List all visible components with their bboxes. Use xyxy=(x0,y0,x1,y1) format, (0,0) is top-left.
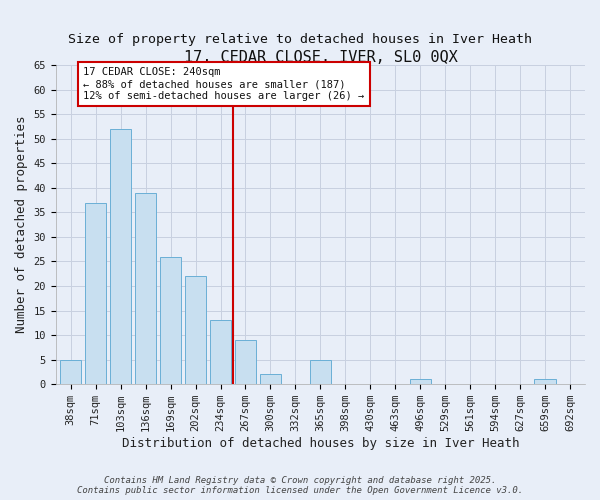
Bar xyxy=(235,340,256,384)
Text: 17 CEDAR CLOSE: 240sqm
← 88% of detached houses are smaller (187)
12% of semi-de: 17 CEDAR CLOSE: 240sqm ← 88% of detached… xyxy=(83,68,364,100)
Bar xyxy=(160,256,181,384)
Bar xyxy=(535,380,556,384)
Bar xyxy=(260,374,281,384)
Bar xyxy=(210,320,231,384)
Bar xyxy=(135,192,156,384)
Bar xyxy=(410,380,431,384)
Bar xyxy=(60,360,82,384)
Y-axis label: Number of detached properties: Number of detached properties xyxy=(15,116,28,334)
Bar xyxy=(110,129,131,384)
Text: Contains HM Land Registry data © Crown copyright and database right 2025.
Contai: Contains HM Land Registry data © Crown c… xyxy=(77,476,523,495)
X-axis label: Distribution of detached houses by size in Iver Heath: Distribution of detached houses by size … xyxy=(122,437,519,450)
Title: 17, CEDAR CLOSE, IVER, SL0 0QX: 17, CEDAR CLOSE, IVER, SL0 0QX xyxy=(184,50,457,65)
Bar xyxy=(185,276,206,384)
Bar xyxy=(310,360,331,384)
Bar xyxy=(85,202,106,384)
Text: Size of property relative to detached houses in Iver Heath: Size of property relative to detached ho… xyxy=(68,32,532,46)
